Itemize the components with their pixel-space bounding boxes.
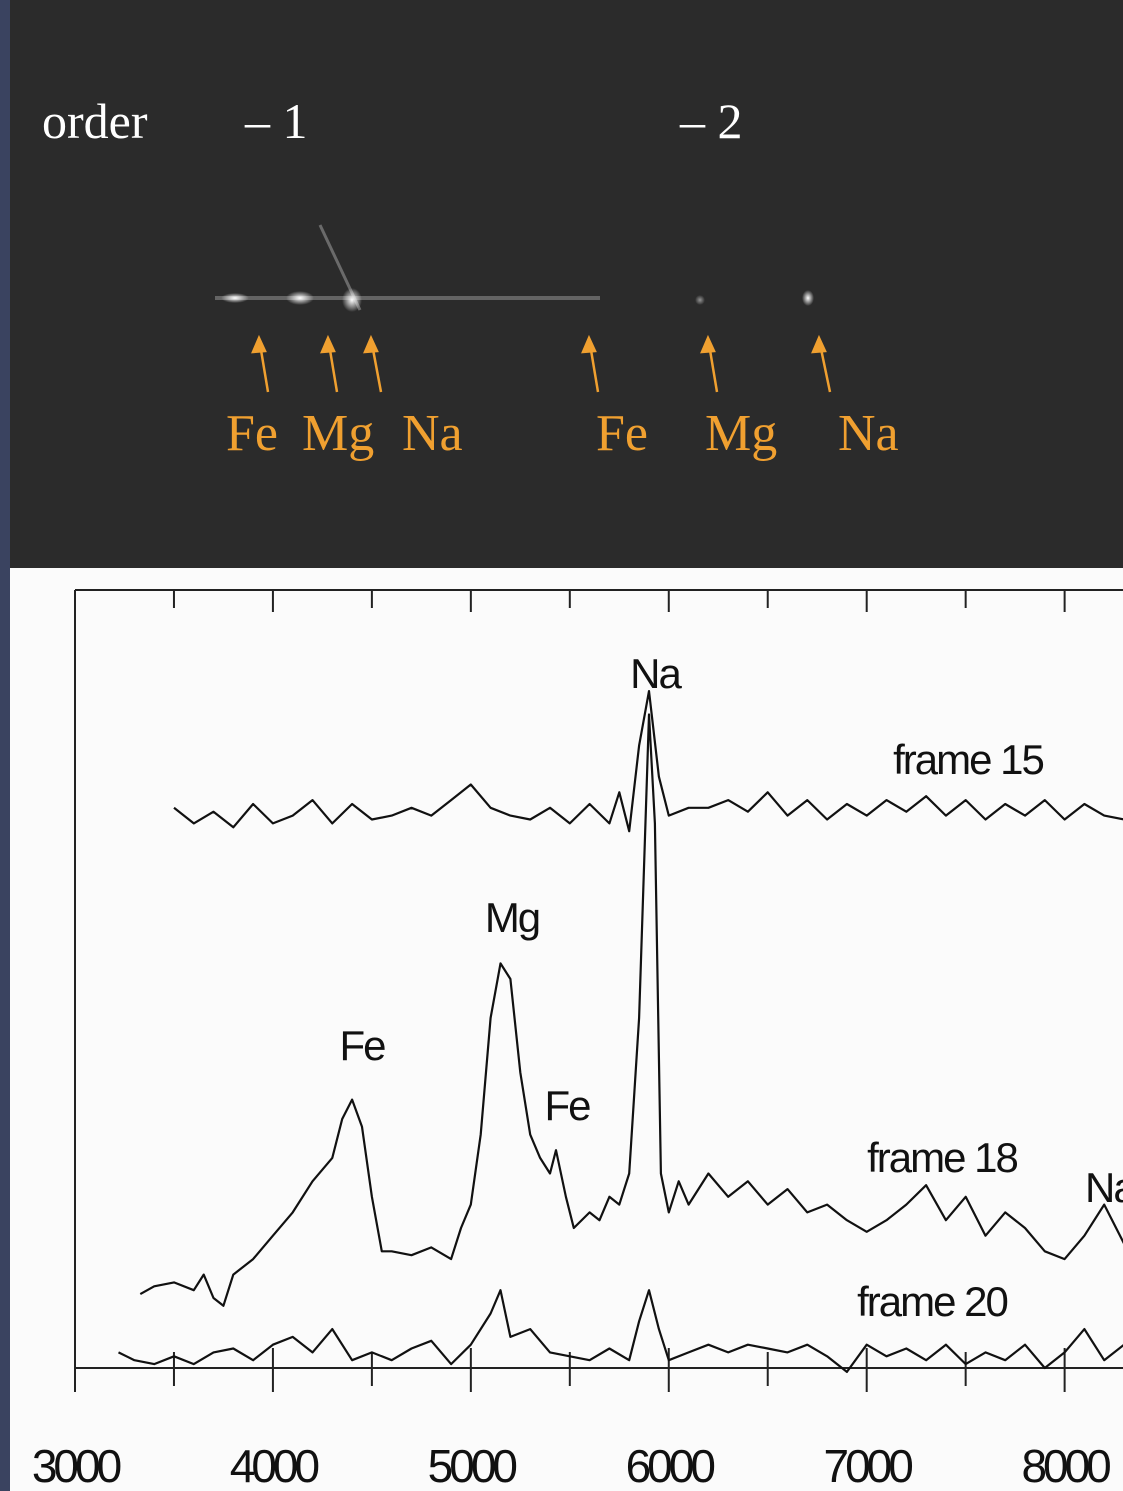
spectrum-photo: order – 1 – 2 Fe Mg Na Fe Mg Na [10, 0, 1123, 568]
x-tick-label: 3000 [32, 1440, 121, 1491]
x-tick-label: 6000 [626, 1440, 715, 1491]
peak-label: Mg [485, 894, 539, 941]
element-label: Mg [302, 405, 374, 462]
element-label: Fe [596, 405, 648, 462]
emission-spot [221, 293, 249, 303]
plot-background [10, 568, 1123, 1491]
page: { "photo": { "order_label": "order", "or… [0, 0, 1123, 1491]
element-label: Fe [226, 405, 278, 462]
series-label: frame 20 [857, 1278, 1007, 1325]
series-label: frame 18 [867, 1134, 1017, 1181]
slide: order – 1 – 2 Fe Mg Na Fe Mg Na Na frame… [0, 0, 1123, 1491]
emission-spot [802, 290, 814, 306]
peak-label: Fe [339, 1022, 385, 1069]
emission-spot [342, 288, 362, 312]
element-label: Na [838, 405, 899, 462]
order-label: order [42, 93, 148, 149]
element-label: Mg [705, 405, 777, 462]
emission-spot [695, 295, 705, 305]
peak-label: Fe [544, 1082, 590, 1129]
peak-label: Na [630, 650, 682, 697]
x-tick-label: 5000 [428, 1440, 517, 1491]
spectrum-plot: Na frame 15 Mg Fe Fe frame 18 Na frame 2… [10, 568, 1123, 1491]
element-label: Na [402, 405, 463, 462]
order-number: – 2 [679, 93, 743, 149]
order-number: – 1 [244, 93, 308, 149]
x-tick-label: 7000 [824, 1440, 913, 1491]
series-label: frame 15 [893, 736, 1043, 783]
x-tick-label: 8000 [1021, 1440, 1110, 1491]
x-tick-label: 4000 [230, 1440, 319, 1491]
emission-spot [286, 291, 314, 305]
photo-background [10, 0, 1123, 568]
